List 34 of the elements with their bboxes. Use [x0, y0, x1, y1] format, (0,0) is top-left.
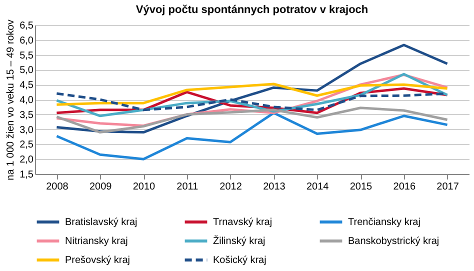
x-tick-label: 2015 [350, 182, 373, 192]
line-series [55, 106, 449, 134]
y-tick-label: 2,5 [20, 140, 34, 151]
x-tick-label: 2014 [306, 182, 330, 192]
x-tick-label: 2008 [46, 182, 69, 192]
legend-label: Košický kraj [213, 255, 266, 266]
line-series [55, 112, 449, 160]
y-tick-label: 4,0 [20, 95, 34, 106]
x-tick-label: 2010 [132, 182, 156, 192]
legend-label: Trenčiansky kraj [348, 217, 420, 228]
chart-title: Vývoj počtu spontánnych potratov v krajoch [136, 4, 368, 16]
x-tick-label: 2013 [263, 182, 286, 192]
y-axis-title: na 1 000 žien vo veku 15 – 49 rokov [6, 20, 17, 180]
x-tick-label: 2016 [393, 182, 416, 192]
legend-label: Žilinský kraj [213, 235, 266, 247]
y-tick-label: 5,5 [20, 50, 34, 62]
x-tick-label: 2017 [436, 182, 460, 192]
y-tick-label: 4,5 [20, 80, 34, 92]
y-tick-label: 2,0 [20, 154, 34, 166]
legend-label: Banskobystrický kraj [348, 236, 440, 247]
legend-label: Prešovský kraj [65, 255, 130, 266]
legend-label: Bratislavský kraj [65, 217, 138, 228]
y-tick-label: 6,0 [20, 35, 34, 46]
line-series [55, 82, 449, 106]
x-tick-label: 2009 [89, 182, 112, 192]
y-tick-label: 5,0 [20, 65, 34, 76]
x-tick-label: 2011 [176, 182, 199, 192]
y-tick-label: 3,5 [20, 110, 34, 121]
y-tick-label: 1,5 [20, 170, 34, 180]
x-tick-label: 2012 [220, 182, 242, 192]
legend-label: Trnavský kraj [213, 217, 272, 228]
legend-label: Nitriansky kraj [65, 236, 128, 247]
y-tick-label: 6,5 [20, 20, 34, 32]
y-tick-label: 3,0 [20, 124, 34, 136]
